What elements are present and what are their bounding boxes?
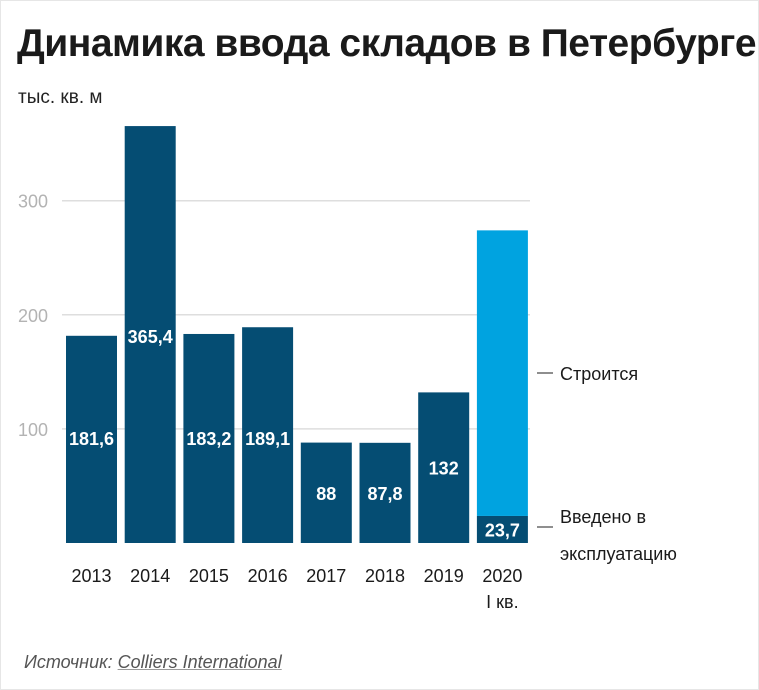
bar-commissioned-2019 <box>418 392 470 543</box>
bar-value-label: 87,8 <box>367 484 402 504</box>
x-tick-label: 2016 <box>248 566 288 586</box>
legend-label-commissioned: эксплуатацию <box>560 544 677 564</box>
bar-value-labels: 181,6 365,4 183,2 189,1 88 87,8 132 23,7 <box>69 327 520 540</box>
x-tick-sublabel: I кв. <box>486 592 518 612</box>
y-tick-label: 200 <box>18 306 48 326</box>
x-tick-label: 2015 <box>189 566 229 586</box>
legend-label-under-construction: Строится <box>560 364 638 384</box>
bar-value-label: 88 <box>316 484 336 504</box>
chart-title: Динамика ввода складов в Петербурге <box>17 22 757 65</box>
bar-under-construction-2020 <box>476 230 528 516</box>
x-tick-labels: 2013 2014 2015 2016 2017 2018 2019 2020 I кв. <box>71 566 522 612</box>
source-note: Источник: Colliers International <box>24 652 282 673</box>
y-tick-label: 100 <box>18 420 48 440</box>
bar-commissioned-2013 <box>66 335 117 543</box>
x-tick-label: 2013 <box>71 566 111 586</box>
bar-value-label: 365,4 <box>128 327 173 347</box>
bar-value-label: 183,2 <box>186 429 231 449</box>
legend: Строится Введено в эксплуатацию <box>537 364 677 564</box>
bar-value-label: 181,6 <box>69 429 114 449</box>
bar-commissioned-2018 <box>359 442 411 543</box>
bar-commissioned-2014 <box>124 126 176 543</box>
bar-value-label: 23,7 <box>485 520 520 540</box>
source-link[interactable]: Colliers International <box>117 652 282 672</box>
x-tick-label: 2019 <box>424 566 464 586</box>
source-prefix: Источник: <box>24 652 118 672</box>
bar-commissioned-2017 <box>300 442 352 543</box>
y-axis-unit-label: тыс. кв. м <box>18 87 103 108</box>
bar-commissioned-2016 <box>242 327 294 543</box>
bar-commissioned-2020 <box>476 515 528 543</box>
x-tick-label: 2017 <box>306 566 346 586</box>
x-tick-label: 2014 <box>130 566 170 586</box>
x-tick-label: 2020 <box>482 566 522 586</box>
legend-label-commissioned: Введено в <box>560 507 646 527</box>
x-tick-label: 2018 <box>365 566 405 586</box>
bar-value-label: 132 <box>429 459 459 479</box>
bars <box>66 126 528 543</box>
y-tick-label: 300 <box>18 192 48 212</box>
bar-value-label: 189,1 <box>245 429 290 449</box>
bar-commissioned-2015 <box>183 333 235 543</box>
y-tick-labels: 100 200 300 <box>18 192 48 440</box>
